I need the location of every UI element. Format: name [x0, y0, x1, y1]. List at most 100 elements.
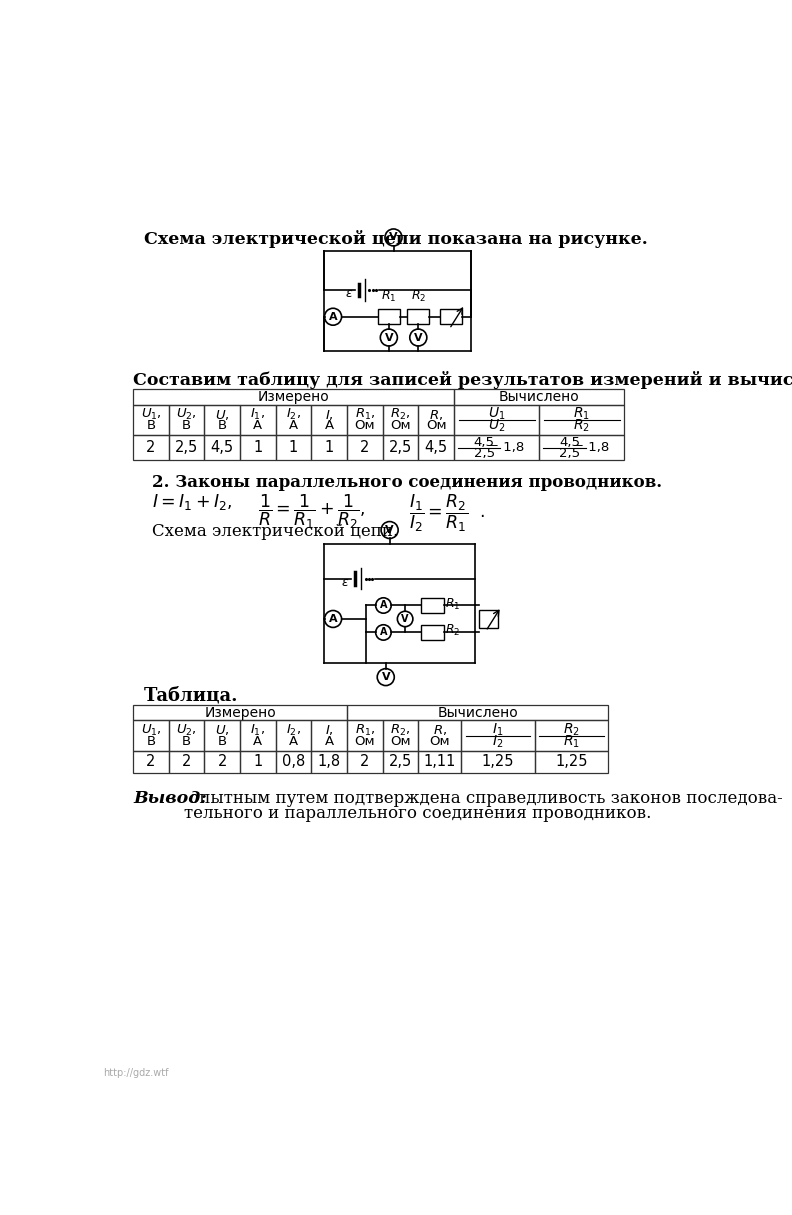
Bar	[347, 720, 383, 751]
Text: $R_2$: $R_2$	[411, 289, 426, 305]
Text: А: А	[253, 419, 262, 431]
Text: 2,5: 2,5	[474, 447, 495, 459]
Text: Схема электрической цепи показана на рисунке.: Схема электрической цепи показана на рис…	[144, 231, 648, 249]
Circle shape	[385, 228, 402, 245]
Text: $R_1$: $R_1$	[563, 734, 580, 750]
Text: 2: 2	[147, 440, 155, 456]
Bar	[421, 625, 444, 640]
Text: $U_1,$: $U_1,$	[140, 407, 162, 422]
Text: 1,11: 1,11	[424, 755, 456, 769]
Text: 2: 2	[147, 755, 155, 769]
Bar	[383, 720, 418, 751]
Bar	[204, 751, 240, 773]
Text: Ом: Ом	[390, 419, 411, 431]
Text: V: V	[389, 232, 398, 243]
Bar	[418, 751, 461, 773]
Text: V: V	[386, 525, 394, 535]
Text: 4,5: 4,5	[211, 440, 234, 456]
Circle shape	[381, 521, 398, 538]
Bar	[240, 720, 276, 751]
Bar	[240, 751, 276, 773]
Bar	[204, 435, 240, 460]
Text: 1,25: 1,25	[555, 755, 588, 769]
Text: $R_2,$: $R_2,$	[390, 407, 410, 422]
Text: V: V	[414, 333, 423, 343]
Text: V: V	[382, 672, 390, 682]
Bar	[461, 720, 535, 751]
Text: $U_2,$: $U_2,$	[176, 723, 197, 738]
Bar	[133, 705, 347, 720]
Text: $R_1$: $R_1$	[381, 289, 397, 305]
Text: 1,8: 1,8	[318, 755, 341, 769]
Text: А: А	[325, 735, 333, 747]
Bar	[421, 598, 444, 614]
Text: 4,5: 4,5	[474, 436, 495, 448]
Text: 1,25: 1,25	[482, 755, 514, 769]
Text: Схема электрической цепи.: Схема электрической цепи.	[152, 524, 398, 541]
Circle shape	[375, 598, 391, 614]
Bar	[418, 720, 461, 751]
Bar	[454, 405, 539, 435]
Text: В: В	[182, 735, 191, 747]
Text: A: A	[379, 627, 387, 638]
Text: Ом: Ом	[390, 735, 411, 747]
Text: Ом: Ом	[355, 419, 375, 431]
Text: ε: ε	[345, 287, 352, 300]
Bar	[276, 720, 311, 751]
Text: 4,5: 4,5	[559, 436, 580, 448]
Bar	[133, 405, 169, 435]
Bar	[535, 751, 608, 773]
Bar	[383, 751, 418, 773]
Bar	[347, 405, 383, 435]
Text: = 1,8: = 1,8	[488, 441, 524, 454]
Bar	[204, 720, 240, 751]
Bar	[169, 751, 204, 773]
Circle shape	[325, 610, 341, 627]
Text: В: В	[147, 735, 155, 747]
Bar	[478, 610, 498, 628]
Text: $R_2$: $R_2$	[573, 418, 590, 434]
Circle shape	[377, 668, 394, 685]
Bar	[383, 405, 418, 435]
Bar	[378, 309, 400, 324]
Text: V: V	[385, 333, 393, 343]
Bar	[311, 435, 347, 460]
Text: тельного и параллельного соединения проводников.: тельного и параллельного соединения пров…	[185, 804, 652, 821]
Bar	[276, 435, 311, 460]
Text: $R_1$: $R_1$	[445, 597, 461, 611]
Text: $I,$: $I,$	[325, 407, 333, 422]
Text: $R,$: $R,$	[432, 723, 447, 738]
Text: А: А	[289, 735, 298, 747]
Text: 1: 1	[325, 440, 333, 456]
Text: Вывод:: Вывод:	[133, 790, 207, 807]
Text: $I_2,$: $I_2,$	[286, 723, 301, 738]
Bar	[133, 389, 454, 405]
Bar	[311, 751, 347, 773]
Text: 4,5: 4,5	[425, 440, 447, 456]
Bar	[383, 435, 418, 460]
Circle shape	[409, 329, 427, 346]
Text: В: В	[147, 419, 155, 431]
Text: 1: 1	[253, 755, 262, 769]
Bar	[240, 435, 276, 460]
Text: Вычислено: Вычислено	[499, 390, 580, 403]
Text: Составим таблицу для записей результатов измерений и вычислений.: Составим таблицу для записей результатов…	[133, 371, 792, 389]
Bar	[240, 405, 276, 435]
Text: $I_2$: $I_2$	[492, 734, 504, 750]
Text: A: A	[379, 600, 387, 610]
Text: А: А	[253, 735, 262, 747]
Text: $R_2$: $R_2$	[563, 722, 580, 738]
Bar	[133, 720, 169, 751]
Text: $R_1,$: $R_1,$	[355, 407, 375, 422]
Text: 2: 2	[182, 755, 191, 769]
Text: 1: 1	[289, 440, 298, 456]
Text: $R_1$: $R_1$	[573, 406, 590, 422]
Text: V: V	[402, 614, 409, 625]
Text: 2,5: 2,5	[559, 447, 580, 459]
Text: $U_2$: $U_2$	[488, 418, 505, 434]
Text: Измерено: Измерено	[204, 706, 276, 719]
Bar	[169, 405, 204, 435]
Text: опытным путем подтверждена справедливость законов последова-: опытным путем подтверждена справедливост…	[185, 790, 783, 807]
Text: Ом: Ом	[429, 735, 450, 747]
Text: http://gdz.wtf: http://gdz.wtf	[103, 1068, 169, 1078]
